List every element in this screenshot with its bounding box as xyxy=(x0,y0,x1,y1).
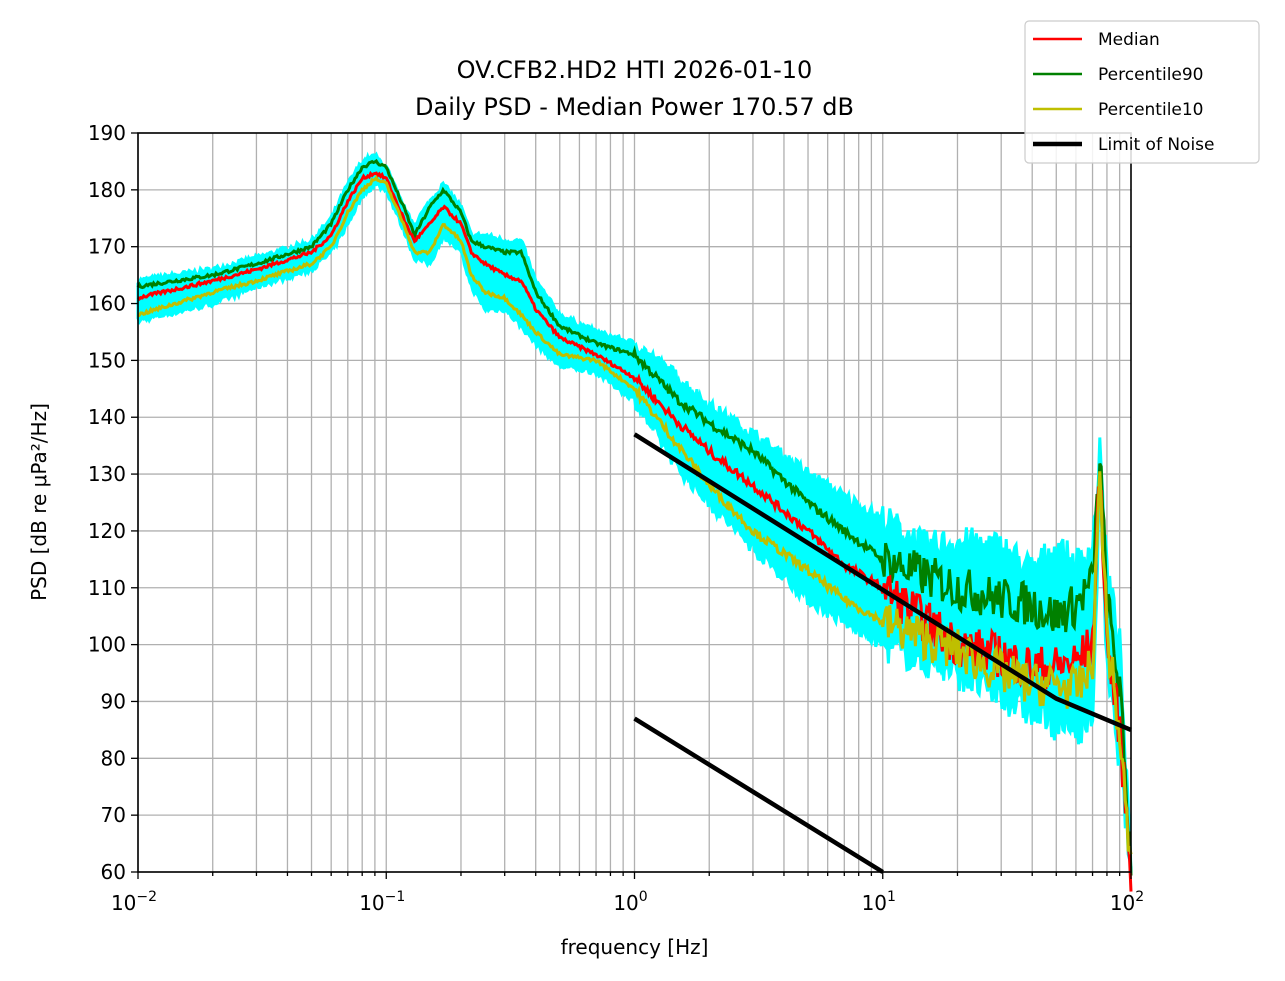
legend-box xyxy=(1024,20,1260,164)
y-tick-label: 160 xyxy=(88,292,126,316)
series-line-percentile90 xyxy=(136,158,1133,876)
y-tick-label: 170 xyxy=(88,235,126,259)
legend-label: Percentile10 xyxy=(1098,100,1204,120)
y-tick-label: 150 xyxy=(88,348,126,372)
x-tick-label: 101 xyxy=(862,889,896,915)
x-tick-label: 10−1 xyxy=(359,889,405,915)
grid xyxy=(137,132,1131,873)
x-tick-label: 102 xyxy=(1110,889,1144,915)
y-tick-label: 120 xyxy=(88,519,126,543)
ticks: 60 70 80 90 100 110 120 130 140 150 160 170 180 190 10… xyxy=(88,121,1144,915)
y-tick-label: 100 xyxy=(88,633,126,657)
series-line-limit-of-noise xyxy=(633,432,1132,732)
x-tick-label: 10−2 xyxy=(111,889,157,915)
y-tick-label: 80 xyxy=(101,746,126,770)
series-line-limit-of-noise xyxy=(633,716,884,874)
series-line-percentile10 xyxy=(137,174,1133,855)
y-tick-label: 110 xyxy=(88,576,126,600)
legend-label: Percentile90 xyxy=(1098,65,1204,85)
x-axis-label: frequency [Hz] xyxy=(561,935,709,959)
legend-label: Limit of Noise xyxy=(1098,135,1215,155)
legend: Median Percentile90 Percentile10 Limit of N… xyxy=(1024,20,1260,164)
y-tick-label: 130 xyxy=(88,462,126,486)
chart-subtitle: Daily PSD - Median Power 170.57 dB xyxy=(415,93,854,121)
legend-label: Median xyxy=(1098,30,1160,50)
y-tick-label: 70 xyxy=(101,803,126,827)
y-tick-label: 180 xyxy=(88,178,126,202)
series-layer xyxy=(136,158,1133,892)
x-tick-label: 100 xyxy=(613,889,647,915)
y-axis-label: PSD [dB re μPa²/Hz] xyxy=(27,403,51,601)
series-line-median xyxy=(136,170,1133,892)
y-tick-label: 190 xyxy=(88,121,126,145)
y-tick-label: 60 xyxy=(101,860,126,884)
y-tick-label: 90 xyxy=(101,689,126,713)
y-tick-label: 140 xyxy=(88,405,126,429)
chart-title: OV.CFB2.HD2 HTI 2026-01-10 xyxy=(457,56,813,84)
